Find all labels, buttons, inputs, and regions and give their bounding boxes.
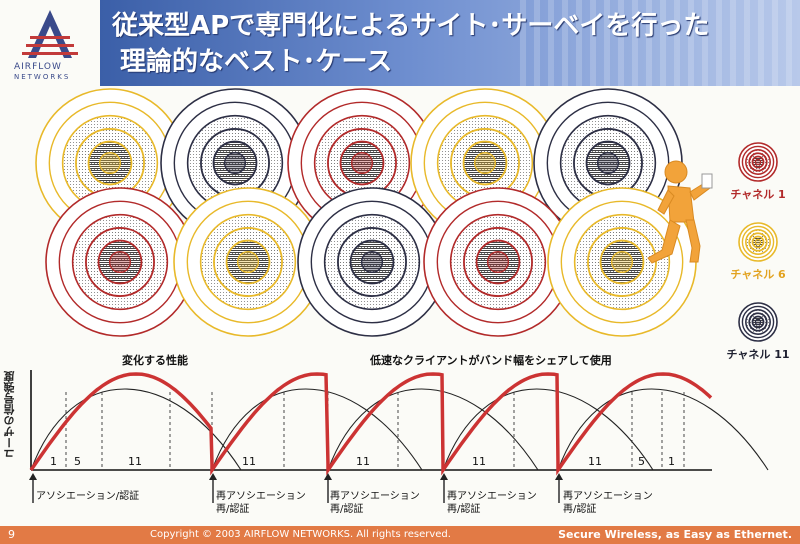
coverage-cell-channel6 xyxy=(410,88,560,238)
up-arrow-icon xyxy=(209,473,217,503)
event-reassociation: 再アソシエーション 再/認証 xyxy=(563,491,653,515)
legend-label-channel-1: チャネル 1 xyxy=(730,188,786,201)
airflow-logo-icon xyxy=(22,10,78,58)
coverage-cell-channel6 xyxy=(173,187,323,337)
event-association: アソシエーション/認証 xyxy=(36,491,140,502)
channel-6-cell-icon xyxy=(738,222,778,262)
y-axis-label: ユーザの信号強度 xyxy=(3,371,16,459)
legend-item-channel-1: チャネル 1 xyxy=(716,140,800,204)
channel-label: 11 xyxy=(356,455,370,468)
channel-1-cell-icon xyxy=(738,142,778,182)
channel-label: 11 xyxy=(242,455,256,468)
channel-11-cell-icon xyxy=(738,302,778,342)
access-point-signal-curve xyxy=(442,388,654,471)
up-arrow-icon xyxy=(440,473,448,503)
title-banner xyxy=(100,0,800,86)
page-title: 従来型APで専門化によるサイト･サーベイを行った 理論的なベスト･ケース xyxy=(112,8,752,80)
event-reassociation: 再アソシエーション 再/認証 xyxy=(216,491,306,515)
coverage-cell-channel6 xyxy=(547,187,697,337)
title-line-2: 理論的なベスト･ケース xyxy=(120,47,393,77)
logo-wordmark: AIRFLOW NETWORKS xyxy=(14,62,70,82)
coverage-cell-channel1 xyxy=(423,187,573,337)
annotation-variable-performance: 変化する性能 xyxy=(122,354,188,367)
up-arrow-icon xyxy=(29,473,37,503)
coverage-cells-diagram xyxy=(35,88,697,337)
logo-name: AIRFLOW xyxy=(14,62,62,72)
legend-item-channel-6: チャネル 6 xyxy=(716,220,800,284)
signal-strength-graph xyxy=(29,370,769,503)
legend-cell-icon xyxy=(738,302,778,342)
legend-cell-icon xyxy=(738,222,778,262)
airflow-logo: AIRFLOW NETWORKS xyxy=(0,0,100,86)
legend-cell-icon xyxy=(738,142,778,182)
logo-sub: NETWORKS xyxy=(14,73,71,81)
coverage-cell-channel11 xyxy=(297,187,447,337)
channel-label: 1 xyxy=(668,455,675,468)
up-arrow-icon xyxy=(324,473,332,503)
channel-label: 1 xyxy=(50,455,57,468)
annotation-slow-client: 低速なクライアントがバンド幅をシェアして使用 xyxy=(370,354,612,367)
page-number: 9 xyxy=(8,528,15,541)
footer-tagline: Secure Wireless, as Easy as Ethernet. xyxy=(558,528,792,541)
signal-strength-curve xyxy=(29,372,713,476)
title-line-1: 従来型APで専門化によるサイト･サーベイを行った xyxy=(112,11,710,41)
access-point-signal-curve xyxy=(327,388,539,471)
event-reassociation: 再アソシエーション 再/認証 xyxy=(447,491,537,515)
legend-label-channel-6: チャネル 6 xyxy=(730,268,786,281)
event-reassociation: 再アソシエーション 再/認証 xyxy=(330,491,420,515)
channel-label: 5 xyxy=(638,455,645,468)
coverage-cell-channel1 xyxy=(45,187,195,337)
copyright-text: Copyright © 2003 AIRFLOW NETWORKS. All r… xyxy=(150,529,451,540)
legend-item-channel-11: チャネル 11 xyxy=(716,300,800,364)
channel-label: 5 xyxy=(74,455,81,468)
legend-label-channel-11: チャネル 11 xyxy=(726,348,790,361)
channel-label: 11 xyxy=(128,455,142,468)
channel-label: 11 xyxy=(472,455,486,468)
walking-person-laptop-icon xyxy=(647,160,713,264)
up-arrow-icon xyxy=(555,473,563,503)
header: AIRFLOW NETWORKS 従来型APで専門化によるサイト･サーベイを行っ… xyxy=(0,0,800,86)
footer-bar: 9 Copyright © 2003 AIRFLOW NETWORKS. All… xyxy=(0,526,800,544)
access-point-signal-curve xyxy=(557,388,769,471)
access-point-signal-curve xyxy=(211,388,423,471)
channel-label: 11 xyxy=(588,455,602,468)
